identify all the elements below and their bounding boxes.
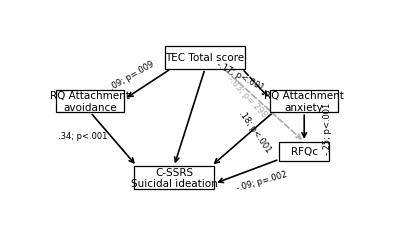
FancyBboxPatch shape [56, 90, 124, 113]
Text: -.17; p<.001: -.17; p<.001 [216, 59, 266, 92]
Text: C-SSRS
Suicidal ideation: C-SSRS Suicidal ideation [131, 167, 217, 189]
Text: .18; p<.001: .18; p<.001 [237, 108, 272, 154]
Text: RQ Attachment
avoidance: RQ Attachment avoidance [50, 91, 130, 112]
FancyBboxPatch shape [134, 166, 214, 189]
Text: -.09; p=.002: -.09; p=.002 [236, 169, 289, 192]
Text: RFQc: RFQc [291, 147, 318, 157]
Text: .34; p<.001: .34; p<.001 [58, 132, 107, 141]
Text: RQ Attachment
anxiety: RQ Attachment anxiety [264, 91, 344, 112]
FancyBboxPatch shape [270, 90, 338, 113]
FancyBboxPatch shape [279, 142, 329, 161]
Text: TEC Total score: TEC Total score [166, 53, 244, 63]
FancyBboxPatch shape [165, 47, 245, 70]
Text: .09; p=.009: .09; p=.009 [108, 59, 156, 92]
Text: -.25; p<.001: -.25; p<.001 [323, 102, 332, 154]
Text: -.03; p=.298: -.03; p=.298 [226, 75, 268, 119]
